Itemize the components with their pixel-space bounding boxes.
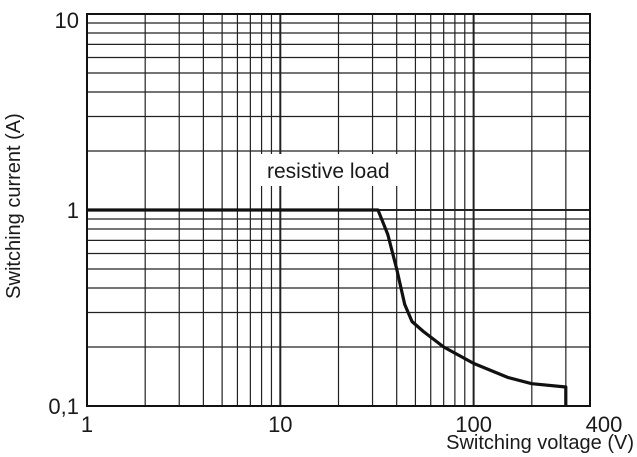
grid [87, 14, 591, 406]
x-tick-label: 100 [455, 412, 492, 437]
annotation-resistive-load: resistive load [267, 160, 390, 183]
y-tick-label: 10 [55, 8, 79, 33]
y-axis-title: Switching current (A) [3, 113, 25, 299]
x-tick-label: 400 [586, 412, 623, 437]
x-tick-labels: 1 10 100 400 [81, 412, 622, 437]
y-tick-labels: 0,1 1 10 [48, 8, 79, 419]
x-tick-label: 10 [268, 412, 292, 437]
x-axis-title: Switching voltage (V) [446, 432, 634, 454]
series-line-resistive-load [87, 208, 568, 406]
annotation-background [260, 154, 400, 186]
x-tick-label: 1 [81, 412, 93, 437]
y-tick-label: 0,1 [48, 394, 79, 419]
y-tick-label: 1 [67, 198, 79, 223]
